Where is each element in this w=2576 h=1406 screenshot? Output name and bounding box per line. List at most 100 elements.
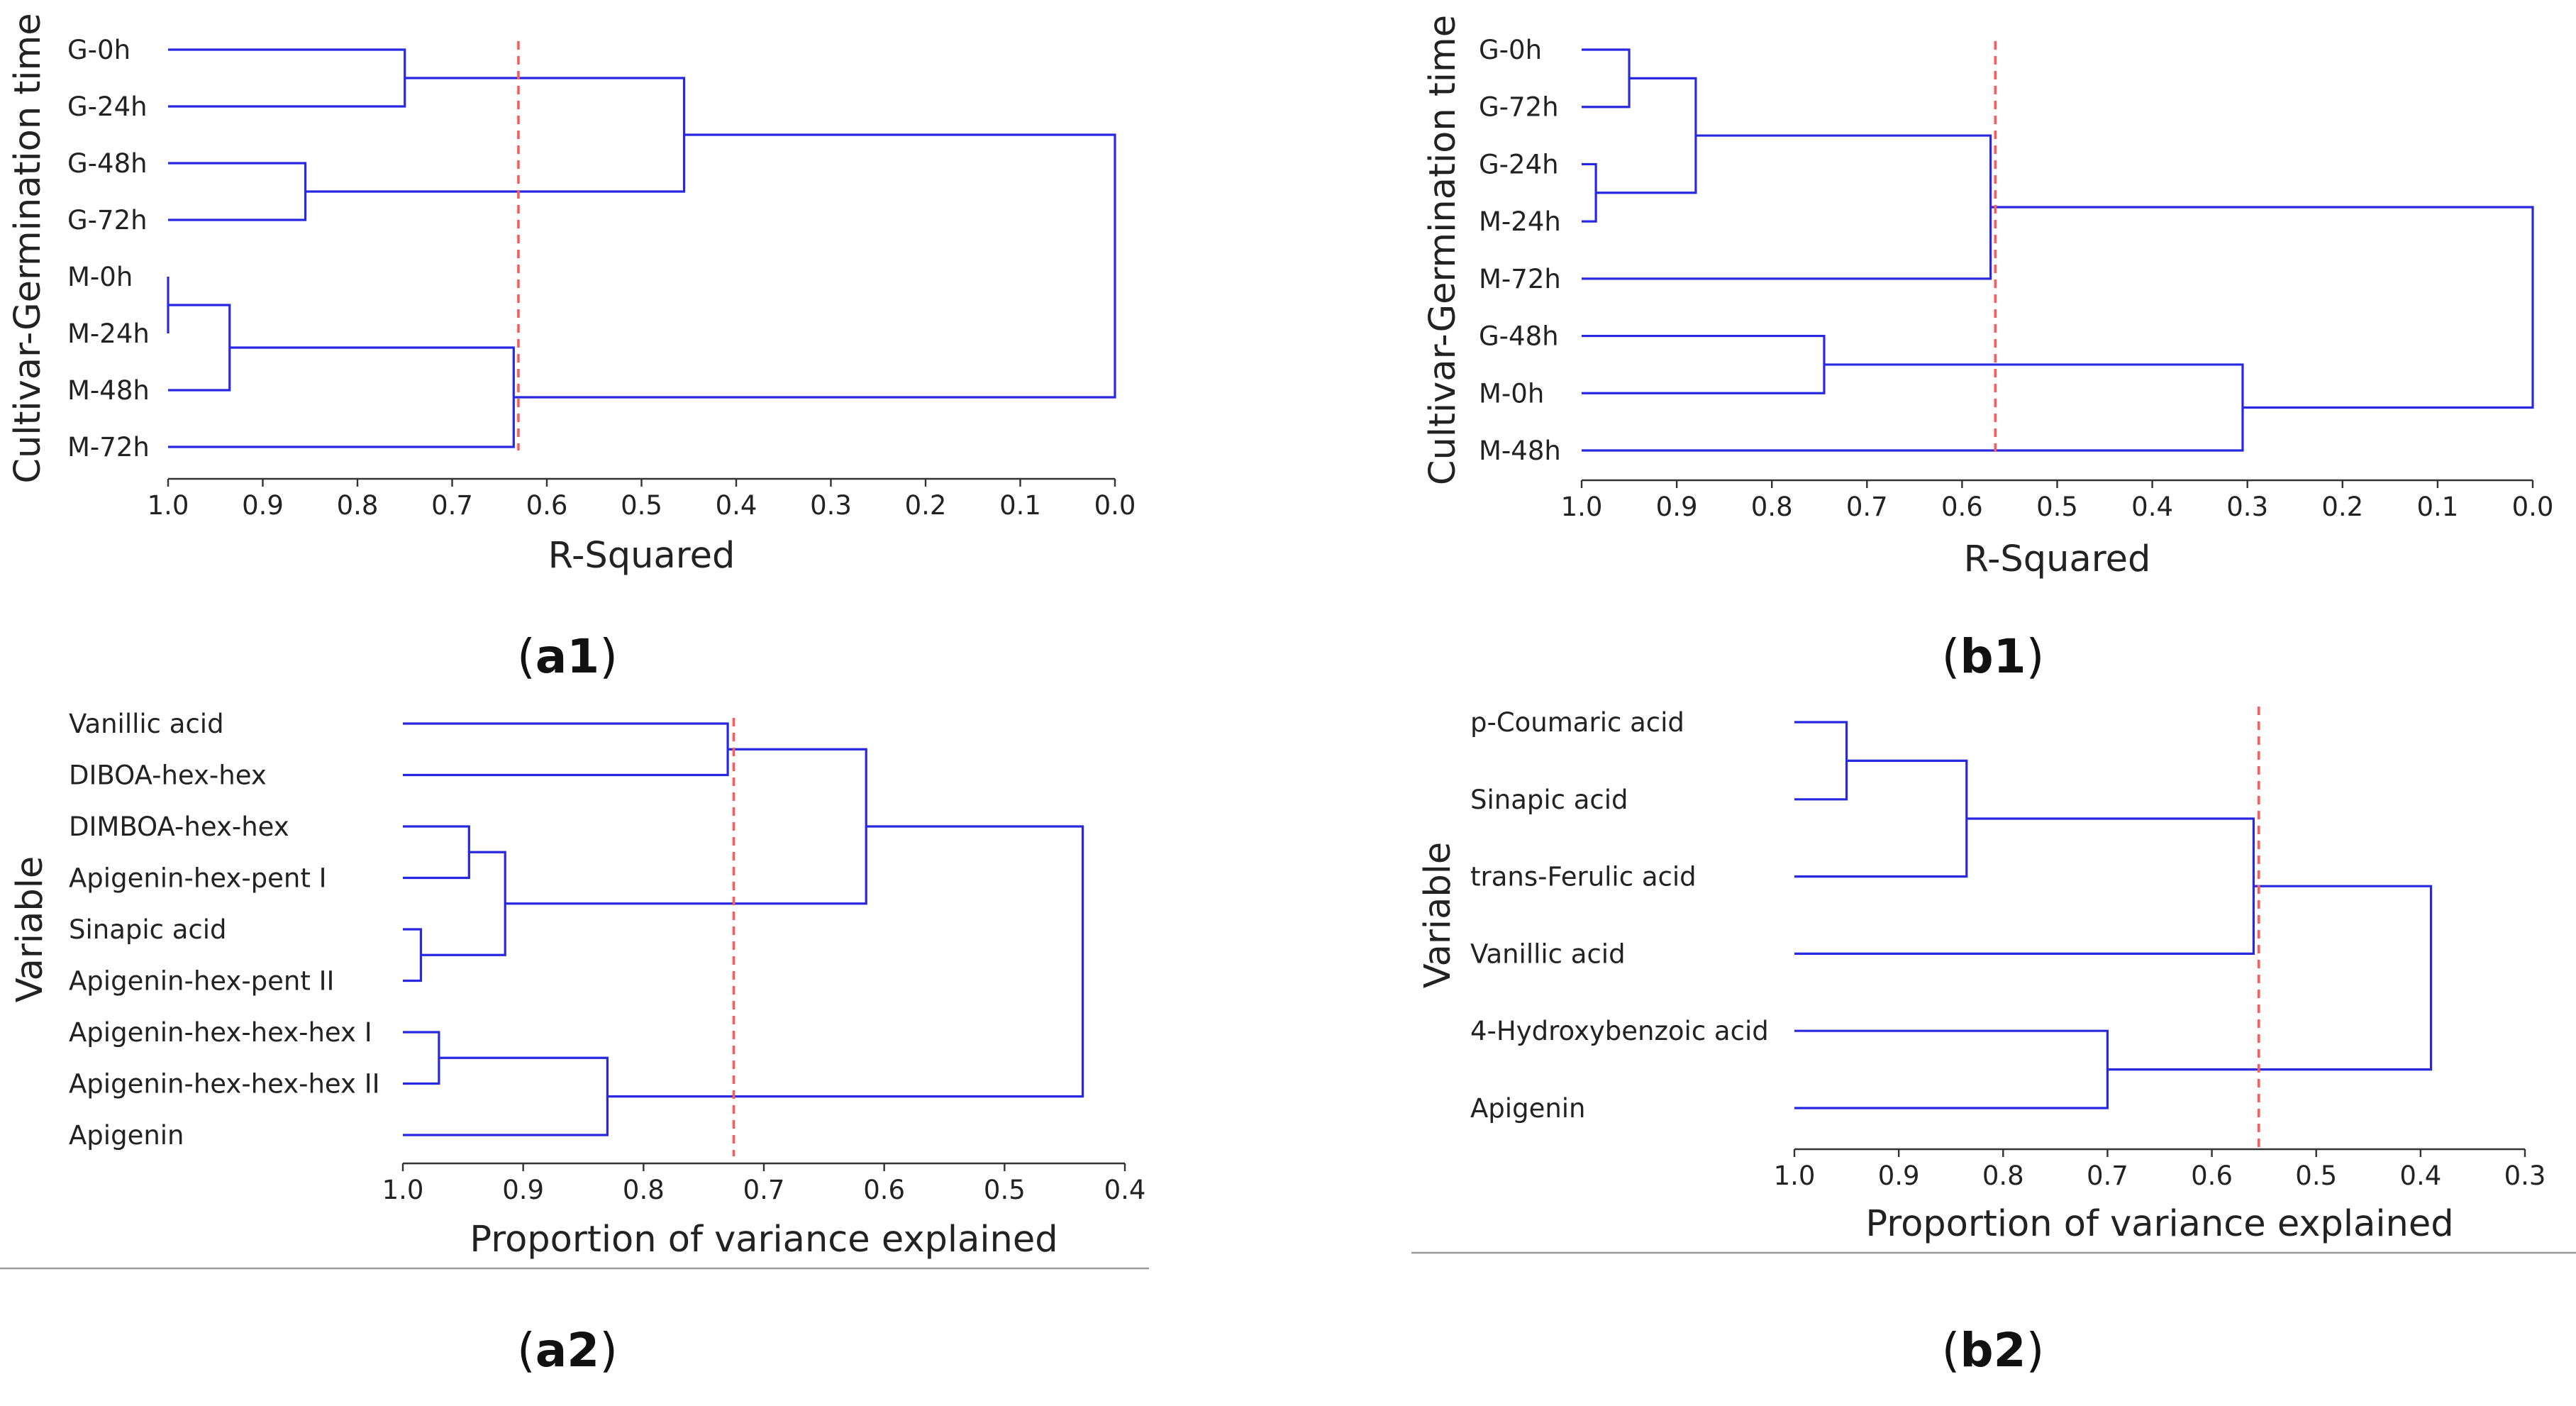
dendrogram-link bbox=[1582, 48, 1631, 109]
x-tick-label: 0.6 bbox=[863, 1175, 905, 1205]
x-tick-label: 0.0 bbox=[1094, 490, 1136, 521]
x-axis-title: Proportion of variance explained bbox=[1865, 1203, 2453, 1245]
x-tick-label: 1.0 bbox=[1774, 1161, 1816, 1191]
leaf-label: M-48h bbox=[1479, 436, 1561, 466]
x-tick-label: 0.8 bbox=[1982, 1161, 2024, 1191]
panel-a2-dendrogram: Vanillic acid DIBOA-hex-hex DIMBOA-hex-hex… bbox=[9, 709, 1145, 1261]
x-tick-label: 0.1 bbox=[999, 490, 1041, 521]
x-axis-title: R-Squared bbox=[1964, 538, 2151, 580]
x-tick-label: 0.4 bbox=[2399, 1161, 2441, 1191]
dendrogram-link bbox=[513, 133, 1116, 399]
dendrogram-link bbox=[505, 748, 867, 905]
leaf-label: G-0h bbox=[67, 35, 131, 65]
leaf-label: Sinapic acid bbox=[69, 914, 227, 945]
leaf-label: Apigenin bbox=[1470, 1093, 1586, 1124]
panel-a2: Vanillic acid DIBOA-hex-hex DIMBOA-hex-hex… bbox=[0, 709, 1149, 1378]
leaf-label: trans-Ferulic acid bbox=[1470, 862, 1697, 892]
leaf-label: G-72h bbox=[1479, 92, 1559, 123]
x-tick-label: 0.5 bbox=[2036, 492, 2078, 522]
dendrogram-link bbox=[1582, 162, 1597, 223]
dendrogram-link bbox=[1596, 77, 1697, 194]
x-tick-label: 0.8 bbox=[337, 490, 379, 521]
x-tick-label: 0.7 bbox=[743, 1175, 785, 1205]
y-axis-title: Cultivar-Germination time bbox=[1422, 15, 1464, 485]
x-tick-label: 0.9 bbox=[242, 490, 284, 521]
dendrogram-link bbox=[403, 1056, 609, 1136]
x-tick-label: 0.5 bbox=[984, 1175, 1026, 1205]
leaf-label: Apigenin bbox=[69, 1120, 184, 1151]
x-tick-label: 0.7 bbox=[431, 490, 473, 521]
x-tick-label: 0.7 bbox=[1846, 492, 1888, 522]
leaf-label: DIMBOA-hex-hex bbox=[69, 812, 289, 842]
panel-a2-caption: (a2) bbox=[517, 1323, 618, 1378]
leaf-label: Apigenin-hex-pent II bbox=[69, 966, 334, 997]
panel-a1-caption: (a1) bbox=[517, 629, 618, 684]
leaf-label: M-24h bbox=[67, 319, 150, 349]
dendrogram-link bbox=[421, 851, 506, 956]
x-tick-label: 0.8 bbox=[623, 1175, 665, 1205]
x-tick-label: 1.0 bbox=[1561, 492, 1603, 522]
panel-a1-dendrogram: G-0h G-24h G-48h G-72h M-0h M-24h M-48h M-72h 1.… bbox=[7, 13, 1136, 577]
dendrogram-link bbox=[168, 304, 231, 392]
leaf-label: Apigenin-hex-hex-hex II bbox=[69, 1069, 380, 1100]
leaf-label: M-0h bbox=[1479, 378, 1544, 409]
leaf-label: M-0h bbox=[67, 262, 133, 292]
x-tick-label: 0.7 bbox=[2087, 1161, 2128, 1191]
dendrogram-link bbox=[305, 77, 686, 193]
dendrogram-link bbox=[1990, 206, 2534, 409]
x-tick-label: 0.0 bbox=[2512, 492, 2554, 522]
leaf-label: G-72h bbox=[67, 205, 148, 236]
leaf-label: Sinapic acid bbox=[1470, 785, 1628, 815]
leaf-label: M-48h bbox=[67, 375, 150, 406]
dendrogram-link bbox=[168, 162, 307, 221]
dendrogram-link bbox=[1794, 1029, 2109, 1109]
leaf-label: M-24h bbox=[1479, 206, 1561, 237]
y-axis-title: Variable bbox=[9, 856, 51, 1003]
x-tick-label: 0.2 bbox=[2321, 492, 2363, 522]
leaf-label: M-72h bbox=[67, 432, 150, 463]
x-tick-label: 1.0 bbox=[148, 490, 189, 521]
leaf-label: G-24h bbox=[1479, 149, 1559, 179]
y-axis-title: Cultivar-Germination time bbox=[7, 13, 49, 483]
x-tick-label: 0.4 bbox=[2131, 492, 2173, 522]
panel-b2: p-Coumaric acid Sinapic acid trans-Ferulic… bbox=[1411, 707, 2576, 1378]
panel-b2-dendrogram: p-Coumaric acid Sinapic acid trans-Ferulic… bbox=[1417, 707, 2546, 1245]
y-axis-title: Variable bbox=[1417, 842, 1459, 989]
dendrogram-link bbox=[1582, 134, 1992, 280]
dendrogram-link bbox=[168, 48, 406, 108]
dendrogram-link bbox=[607, 825, 1084, 1098]
leaf-label: Apigenin-hex-hex-hex I bbox=[69, 1017, 372, 1048]
x-tick-label: 0.1 bbox=[2416, 492, 2458, 522]
x-tick-label: 0.3 bbox=[810, 490, 852, 521]
dendrogram-link bbox=[403, 928, 423, 982]
dendrogram-link bbox=[403, 1031, 440, 1085]
dendrogram-link bbox=[1794, 759, 1968, 878]
x-tick-label: 0.3 bbox=[2504, 1161, 2546, 1191]
x-tick-label: 0.3 bbox=[2226, 492, 2268, 522]
dendrogram-link bbox=[1582, 363, 2244, 452]
panel-b1: G-0h G-72h G-24h M-24h M-72h G-48h M-0h M-48h1.… bbox=[1422, 15, 2553, 684]
panel-b1-caption: (b1) bbox=[1942, 629, 2045, 684]
x-tick-label: 0.5 bbox=[621, 490, 662, 521]
x-axis-title: R-Squared bbox=[548, 535, 735, 577]
leaf-label: 4-Hydroxybenzoic acid bbox=[1470, 1016, 1769, 1046]
leaf-label: Vanillic acid bbox=[69, 709, 224, 739]
leaf-label: p-Coumaric acid bbox=[1470, 707, 1684, 738]
dendrogram-link bbox=[1794, 721, 1848, 801]
leaf-label: Apigenin-hex-pent I bbox=[69, 863, 327, 894]
x-tick-label: 0.6 bbox=[526, 490, 568, 521]
x-tick-label: 0.8 bbox=[1751, 492, 1793, 522]
dendrogram-link bbox=[2107, 885, 2433, 1071]
x-axis-title: Proportion of variance explained bbox=[470, 1219, 1057, 1261]
dendrogram-link bbox=[168, 346, 515, 448]
x-tick-label: 0.4 bbox=[1104, 1175, 1146, 1205]
leaf-label: G-48h bbox=[67, 148, 148, 179]
panel-b2-caption: (b2) bbox=[1942, 1323, 2045, 1378]
leaf-label: G-24h bbox=[67, 92, 148, 122]
dendrogram-link bbox=[403, 825, 470, 880]
x-tick-label: 0.6 bbox=[1941, 492, 1983, 522]
leaf-label: DIBOA-hex-hex bbox=[69, 760, 267, 791]
x-tick-label: 0.5 bbox=[2295, 1161, 2337, 1191]
panel-b1-dendrogram: G-0h G-72h G-24h M-24h M-72h G-48h M-0h M-48h1.… bbox=[1422, 15, 2553, 580]
